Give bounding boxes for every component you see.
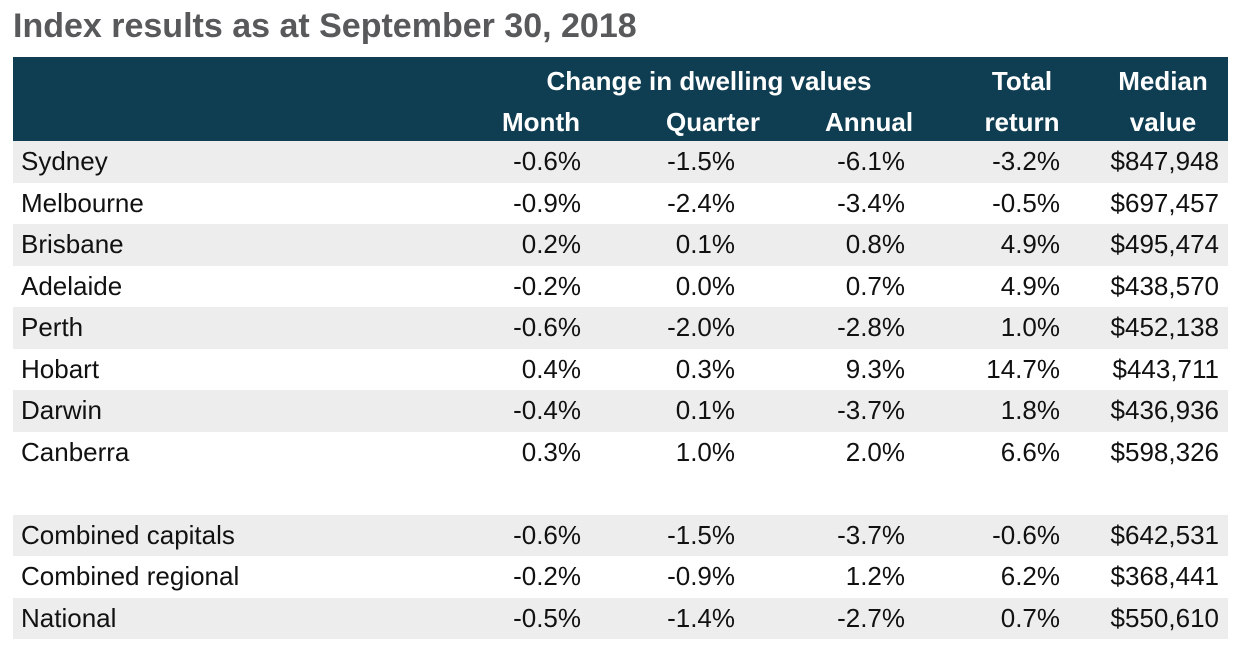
- cell-month: -0.4%: [513, 395, 581, 425]
- header-month: Month: [502, 107, 580, 137]
- table-header: Change in dwelling values Month Quarter …: [13, 57, 1228, 141]
- cell-annual: 1.2%: [845, 561, 905, 591]
- row-label: Brisbane: [21, 229, 124, 259]
- table-row: Combined capitals -0.6% -1.5% -3.7% -0.6% $64…: [13, 514, 1228, 556]
- row-label: Darwin: [21, 395, 102, 425]
- header-quarter: Quarter: [666, 107, 760, 137]
- table-row: Sydney -0.6% -1.5% -6.1% -3.2% $847,948: [13, 141, 1228, 183]
- row-label: Combined regional: [21, 561, 240, 591]
- cell-total: 6.2%: [1000, 561, 1060, 591]
- header-median-value-line2: value: [1129, 107, 1197, 137]
- header-total-return-line2: return: [984, 107, 1060, 137]
- cell-median: $642,531: [1110, 519, 1219, 550]
- table-row: Combined regional -0.2% -0.9% 1.2% 6.2% $368,…: [13, 556, 1228, 598]
- header-annual: Annual: [824, 107, 914, 137]
- row-label: Perth: [21, 312, 84, 342]
- header-change-in-dwelling-values: Change in dwelling values: [546, 66, 872, 96]
- cell-quarter: -1.5%: [667, 519, 735, 550]
- cell-month: 0.2%: [521, 229, 581, 259]
- cell-median: $847,948: [1110, 146, 1219, 176]
- cell-median: $438,570: [1110, 270, 1219, 301]
- cell-month: -0.6%: [513, 519, 581, 550]
- page-title: Index results as at September 30, 2018: [13, 7, 637, 45]
- cell-total: 1.0%: [1000, 312, 1060, 342]
- cell-total: -0.6%: [992, 519, 1060, 550]
- cell-median: $495,474: [1110, 229, 1219, 259]
- table-row: Melbourne -0.9% -2.4% -3.4% -0.5% $697,457: [13, 183, 1228, 225]
- cell-annual: -3.7%: [837, 519, 905, 550]
- cell-month: -0.2%: [513, 270, 581, 301]
- cell-total: 4.9%: [1000, 270, 1060, 301]
- cell-median: $697,457: [1110, 187, 1219, 218]
- table-row: Perth -0.6% -2.0% -2.8% 1.0% $452,138: [13, 307, 1228, 349]
- cell-median: $452,138: [1110, 312, 1219, 342]
- row-label: Canberra: [21, 436, 130, 467]
- table-row: Darwin -0.4% 0.1% -3.7% 1.8% $436,936: [13, 390, 1228, 432]
- cell-annual: -2.7%: [837, 602, 905, 633]
- cell-month: -0.6%: [513, 146, 581, 176]
- table-row: National -0.5% -1.4% -2.7% 0.7% $550,610: [13, 597, 1228, 639]
- cell-total: 1.8%: [1000, 395, 1060, 425]
- cell-annual: 0.7%: [845, 270, 905, 301]
- row-label: Melbourne: [21, 187, 144, 218]
- cell-annual: -2.8%: [837, 312, 905, 342]
- index-results-table: Change in dwelling values Month Quarter …: [13, 57, 1228, 639]
- cell-annual: 2.0%: [845, 436, 905, 467]
- table-row: Hobart 0.4% 0.3% 9.3% 14.7% $443,711: [13, 349, 1228, 391]
- cell-month: -0.2%: [513, 561, 581, 591]
- cell-total: -0.5%: [992, 187, 1060, 218]
- cell-month: 0.3%: [521, 436, 581, 467]
- cell-total: 0.7%: [1000, 602, 1060, 633]
- cell-month: 0.4%: [521, 353, 581, 384]
- cell-quarter: 0.1%: [675, 229, 735, 259]
- row-label: Adelaide: [21, 270, 123, 301]
- table-row: Canberra 0.3% 1.0% 2.0% 6.6% $598,326: [13, 432, 1228, 474]
- cell-total: 14.7%: [986, 353, 1060, 384]
- cell-month: -0.9%: [513, 187, 581, 218]
- row-label: Hobart: [21, 353, 100, 384]
- cell-annual: 9.3%: [845, 353, 905, 384]
- header-median-value-line1: Median: [1118, 66, 1208, 96]
- cell-month: -0.6%: [513, 312, 581, 342]
- cell-quarter: -2.4%: [667, 187, 735, 218]
- cell-total: 6.6%: [1000, 436, 1060, 467]
- cell-median: $368,441: [1110, 561, 1219, 591]
- row-label: Combined capitals: [21, 519, 235, 550]
- row-spacer: [13, 473, 1228, 515]
- table-body: Sydney -0.6% -1.5% -6.1% -3.2% $847,948 Melbou…: [13, 141, 1228, 639]
- cell-annual: 0.8%: [845, 229, 905, 259]
- header-total-return-line1: Total: [991, 66, 1053, 96]
- table-row: Brisbane 0.2% 0.1% 0.8% 4.9% $495,474: [13, 224, 1228, 266]
- cell-annual: -3.4%: [837, 187, 905, 218]
- cell-quarter: -2.0%: [667, 312, 735, 342]
- cell-total: 4.9%: [1000, 229, 1060, 259]
- row-label: Sydney: [21, 146, 108, 176]
- row-label: National: [21, 602, 117, 633]
- cell-quarter: 0.0%: [675, 270, 735, 301]
- cell-median: $598,326: [1110, 436, 1219, 467]
- cell-quarter: 1.0%: [675, 436, 735, 467]
- cell-total: -3.2%: [992, 146, 1060, 176]
- cell-annual: -6.1%: [837, 146, 905, 176]
- cell-month: -0.5%: [513, 602, 581, 633]
- cell-quarter: -0.9%: [667, 561, 735, 591]
- cell-median: $436,936: [1110, 395, 1219, 425]
- table-row: Adelaide -0.2% 0.0% 0.7% 4.9% $438,570: [13, 266, 1228, 308]
- cell-median: $443,711: [1112, 353, 1219, 384]
- cell-quarter: 0.3%: [675, 353, 735, 384]
- cell-median: $550,610: [1110, 602, 1219, 633]
- cell-quarter: 0.1%: [675, 395, 735, 425]
- cell-quarter: -1.5%: [667, 146, 735, 176]
- cell-annual: -3.7%: [837, 395, 905, 425]
- cell-quarter: -1.4%: [667, 602, 735, 633]
